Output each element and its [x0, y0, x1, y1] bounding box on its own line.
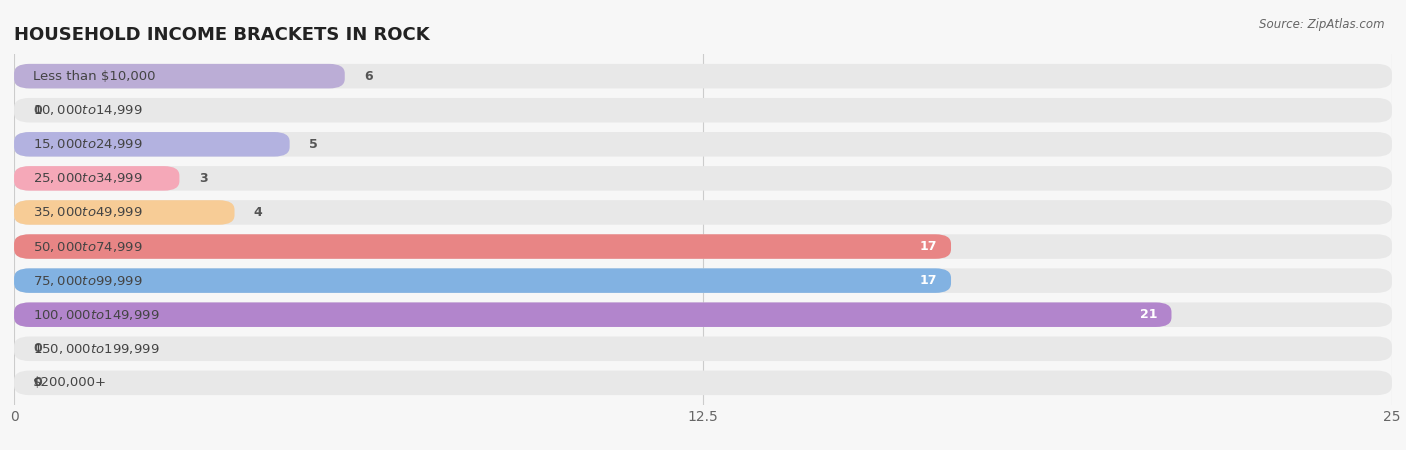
- FancyBboxPatch shape: [14, 268, 950, 293]
- FancyBboxPatch shape: [14, 132, 290, 157]
- FancyBboxPatch shape: [14, 302, 1171, 327]
- FancyBboxPatch shape: [14, 371, 1392, 395]
- Text: 0: 0: [34, 342, 42, 355]
- Text: 0: 0: [34, 376, 42, 389]
- FancyBboxPatch shape: [14, 64, 1392, 88]
- FancyBboxPatch shape: [14, 200, 235, 225]
- Text: Source: ZipAtlas.com: Source: ZipAtlas.com: [1260, 18, 1385, 31]
- Text: 4: 4: [254, 206, 263, 219]
- Text: HOUSEHOLD INCOME BRACKETS IN ROCK: HOUSEHOLD INCOME BRACKETS IN ROCK: [14, 26, 430, 44]
- Text: 6: 6: [364, 70, 373, 83]
- FancyBboxPatch shape: [14, 302, 1392, 327]
- FancyBboxPatch shape: [14, 234, 1392, 259]
- Text: 17: 17: [920, 240, 938, 253]
- FancyBboxPatch shape: [14, 234, 950, 259]
- Text: $75,000 to $99,999: $75,000 to $99,999: [34, 274, 143, 288]
- Text: 5: 5: [309, 138, 318, 151]
- Text: 21: 21: [1140, 308, 1157, 321]
- Text: 0: 0: [34, 104, 42, 117]
- FancyBboxPatch shape: [14, 337, 1392, 361]
- FancyBboxPatch shape: [14, 64, 344, 88]
- Text: $100,000 to $149,999: $100,000 to $149,999: [34, 308, 160, 322]
- Text: $10,000 to $14,999: $10,000 to $14,999: [34, 103, 143, 117]
- Text: $150,000 to $199,999: $150,000 to $199,999: [34, 342, 160, 356]
- Text: 3: 3: [198, 172, 207, 185]
- Text: $50,000 to $74,999: $50,000 to $74,999: [34, 239, 143, 253]
- FancyBboxPatch shape: [14, 268, 1392, 293]
- FancyBboxPatch shape: [14, 166, 1392, 191]
- Text: Less than $10,000: Less than $10,000: [34, 70, 156, 83]
- Text: $25,000 to $34,999: $25,000 to $34,999: [34, 171, 143, 185]
- Text: $15,000 to $24,999: $15,000 to $24,999: [34, 137, 143, 151]
- FancyBboxPatch shape: [14, 200, 1392, 225]
- Text: $35,000 to $49,999: $35,000 to $49,999: [34, 206, 143, 220]
- Text: $200,000+: $200,000+: [34, 376, 107, 389]
- FancyBboxPatch shape: [14, 132, 1392, 157]
- FancyBboxPatch shape: [14, 166, 180, 191]
- FancyBboxPatch shape: [14, 98, 1392, 122]
- Text: 17: 17: [920, 274, 938, 287]
